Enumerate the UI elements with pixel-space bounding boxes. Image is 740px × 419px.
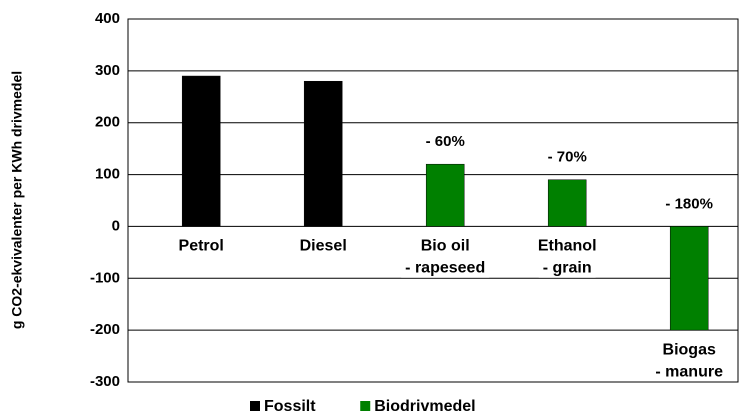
- x-tick-label: Bio oil: [421, 238, 470, 255]
- bar: [303, 80, 343, 227]
- y-tick-label: 0: [112, 217, 120, 234]
- label-background: [533, 236, 601, 256]
- x-tick-label: - manure: [655, 363, 723, 380]
- bar: [425, 163, 465, 227]
- plot-border: [127, 18, 739, 383]
- x-tick-label: Petrol: [179, 238, 224, 255]
- annotation: - 180%: [665, 195, 713, 212]
- legend-label: Biodrivmedel: [374, 398, 475, 415]
- bar: [669, 226, 709, 331]
- label-background: [651, 362, 728, 382]
- x-tick-label: - rapeseed: [405, 260, 485, 277]
- y-tick-label: 400: [95, 10, 120, 27]
- x-tick-label: Diesel: [300, 238, 347, 255]
- label-background: [658, 340, 720, 360]
- x-tick-label: Ethanol: [538, 238, 597, 255]
- legend-swatch: [250, 401, 260, 411]
- y-tick-label: 100: [95, 166, 120, 183]
- x-tick-label: - grain: [543, 260, 592, 277]
- label-background: [295, 236, 351, 256]
- label-background: [416, 236, 474, 256]
- label-background: [174, 236, 228, 256]
- bar: [181, 75, 221, 227]
- y-tick-label: -200: [90, 321, 120, 338]
- y-tick-label: -300: [90, 373, 120, 390]
- legend-swatch: [360, 401, 371, 411]
- label-background: [538, 258, 596, 278]
- label-background: [401, 258, 490, 278]
- annotation: - 70%: [548, 149, 587, 166]
- annotation: - 60%: [426, 133, 465, 150]
- y-tick-label: 300: [95, 62, 120, 79]
- bar: [547, 179, 587, 227]
- x-tick-label: Biogas: [663, 341, 716, 358]
- y-tick-label: -100: [90, 269, 120, 286]
- y-axis-label: g CO2-ekvivalenter per KWh drivmedel: [9, 71, 25, 329]
- y-tick-label: 200: [95, 114, 120, 131]
- legend-label: Fossilt: [264, 398, 316, 415]
